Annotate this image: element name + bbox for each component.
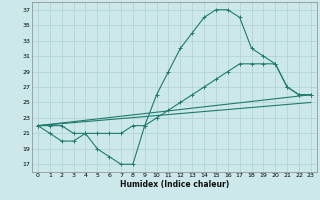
X-axis label: Humidex (Indice chaleur): Humidex (Indice chaleur): [120, 180, 229, 189]
